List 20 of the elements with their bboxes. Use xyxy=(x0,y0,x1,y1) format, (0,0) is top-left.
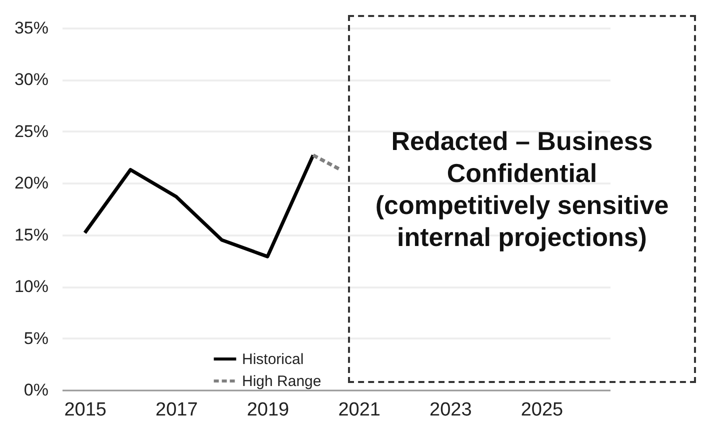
y-tick-label: 30% xyxy=(14,70,48,90)
y-tick-label: 0% xyxy=(24,380,48,400)
y-tick-label: 35% xyxy=(14,18,48,38)
annotation: Redacted – Business Confidential xyxy=(390,125,654,189)
x-tick-label: 2015 xyxy=(64,400,106,420)
line-series xyxy=(83,153,315,258)
y-tick-label: 15% xyxy=(14,225,48,244)
y-tick-label: 10% xyxy=(14,277,48,296)
x-tick-label: 2021 xyxy=(338,400,380,420)
annotation: (competitively sensitive internal projections) xyxy=(374,189,670,253)
x-tick-label: 2025 xyxy=(520,400,564,420)
x-tick-label: 2019 xyxy=(246,400,290,420)
legend-label: Historical xyxy=(242,351,304,368)
y-tick-label: 5% xyxy=(24,328,48,348)
y-tick-label: 25% xyxy=(14,122,48,141)
dashed-frame: Redacted – Business Confidential (competitively sensitive internal projections) xyxy=(348,15,696,383)
y-tick-label: 20% xyxy=(14,174,48,193)
legend-label: High Range xyxy=(242,373,322,390)
x-tick-label: 2017 xyxy=(156,400,198,420)
x-tick-label: 2023 xyxy=(430,400,472,420)
